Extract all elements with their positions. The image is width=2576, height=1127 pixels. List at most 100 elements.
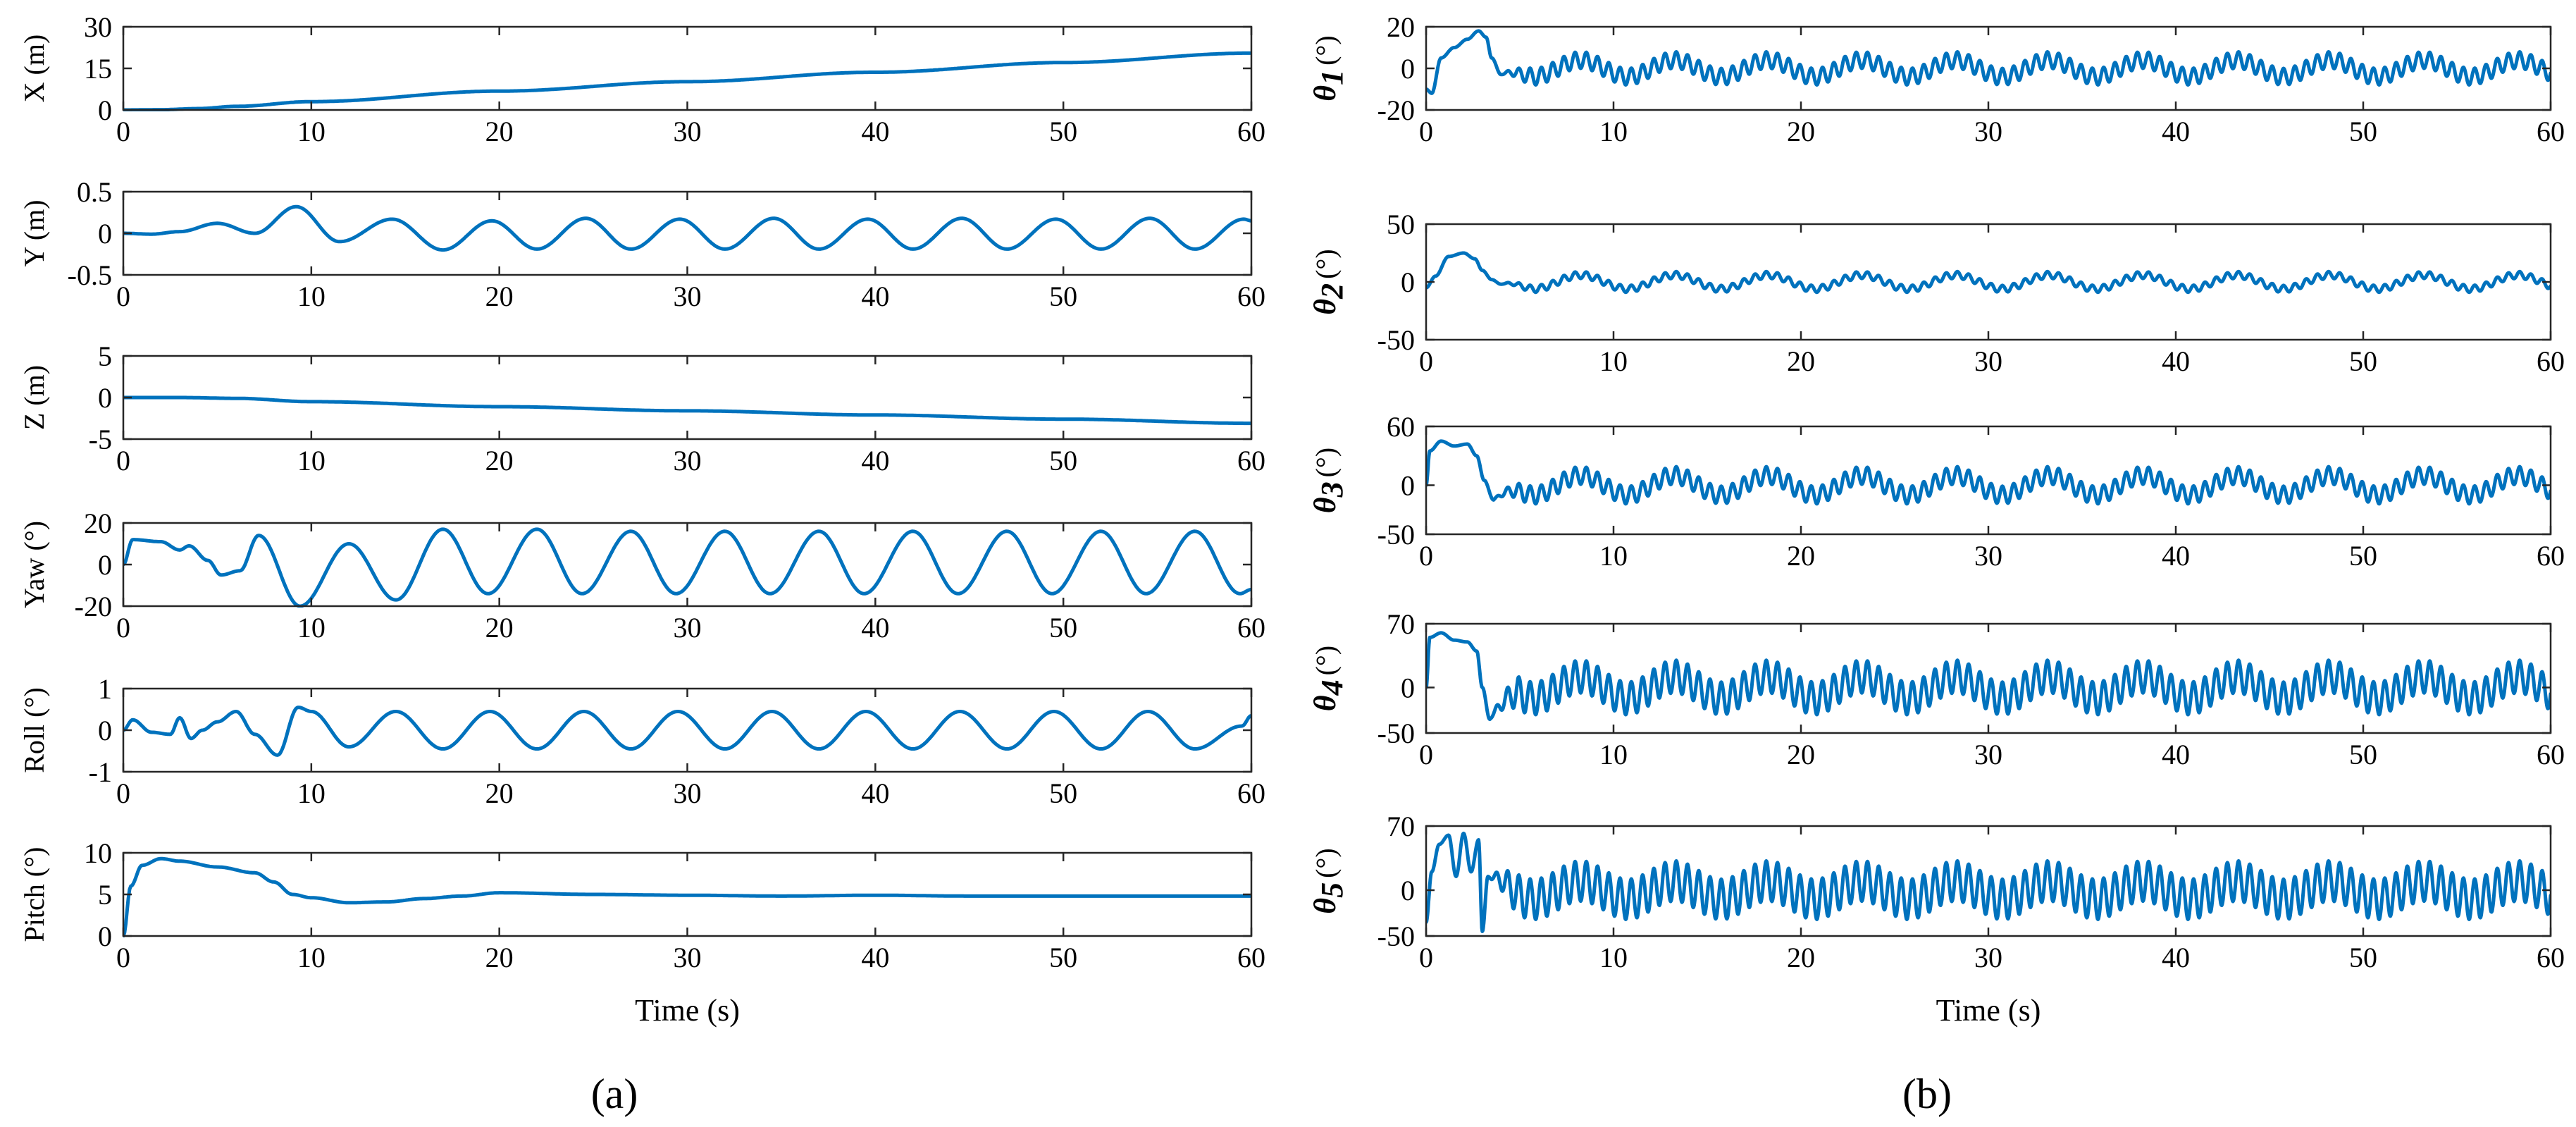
x-tick-label: 60 <box>2537 116 2565 147</box>
series-line <box>123 706 1251 757</box>
x-tick-label: 0 <box>116 777 130 809</box>
series-line <box>1426 631 2551 722</box>
x-tick-label: 20 <box>485 612 514 643</box>
y-tick-label: 70 <box>1387 608 1415 640</box>
x-tick-label: 0 <box>1419 345 1433 377</box>
y-tick-label: -20 <box>75 591 112 622</box>
y-axis-label: Roll (°) <box>18 687 50 773</box>
x-tick-label: 30 <box>1974 345 2002 377</box>
y-tick-label: -5 <box>89 424 112 455</box>
x-tick-label: 20 <box>485 942 514 973</box>
x-tick-label: 20 <box>1787 540 1815 572</box>
x-tick-label: 50 <box>2349 942 2377 973</box>
y-tick-label: 50 <box>1387 209 1415 240</box>
x-tick-label: 10 <box>1599 345 1628 377</box>
x-tick-label: 40 <box>2162 739 2190 770</box>
x-tick-label: 10 <box>297 612 326 643</box>
panel-b-label: (b) <box>1902 1071 1952 1117</box>
y-tick-label: 15 <box>84 53 112 85</box>
x-tick-label: 50 <box>1049 777 1077 809</box>
x-tick-label: 60 <box>2537 942 2565 973</box>
y-tick-label: 30 <box>84 11 112 43</box>
y-tick-label: -50 <box>1377 519 1415 550</box>
y-tick-label: 0 <box>1401 672 1415 703</box>
y-tick-label: 0 <box>1401 875 1415 906</box>
y-axis-label: θ5(°) <box>1308 848 1349 913</box>
x-tick-label: 40 <box>2162 345 2190 377</box>
y-axis-label: Y (m) <box>18 199 50 266</box>
x-tick-label: 50 <box>1049 281 1077 312</box>
x-tick-label: 50 <box>1049 942 1077 973</box>
x-tick-label: 10 <box>297 281 326 312</box>
x-tick-label: 60 <box>2537 739 2565 770</box>
x-tick-label: 60 <box>2537 345 2565 377</box>
y-tick-label: 5 <box>98 879 112 911</box>
y-tick-label: 20 <box>1387 11 1415 43</box>
x-tick-label: 50 <box>2349 739 2377 770</box>
x-tick-label: 40 <box>861 942 889 973</box>
x-tick-label: 30 <box>1974 739 2002 770</box>
plot-frame <box>122 522 1253 608</box>
x-tick-label: 10 <box>297 445 326 476</box>
y-tick-label: 0 <box>98 549 112 581</box>
x-tick-label: 30 <box>674 445 702 476</box>
series-line <box>1426 439 2551 506</box>
y-tick-label: -1 <box>89 756 112 788</box>
x-tick-label: 20 <box>485 777 514 809</box>
x-tick-label: 60 <box>1237 612 1265 643</box>
x-tick-label: 0 <box>116 612 130 643</box>
y-tick-label: 0 <box>1401 53 1415 85</box>
x-tick-label: 0 <box>116 281 130 312</box>
x-tick-label: 60 <box>1237 445 1265 476</box>
series-line <box>123 51 1251 111</box>
plot-frame <box>122 687 1253 773</box>
x-tick-label: 40 <box>861 445 889 476</box>
x-tick-label: 0 <box>1419 540 1433 572</box>
y-tick-label: 10 <box>84 837 112 869</box>
x-tick-label: 0 <box>1419 116 1433 147</box>
y-tick-label: 1 <box>98 673 112 705</box>
y-tick-label: 0 <box>98 715 112 746</box>
y-tick-label: -50 <box>1377 324 1415 356</box>
x-axis-label: Time (s) <box>1936 993 2041 1028</box>
x-tick-label: 50 <box>2349 116 2377 147</box>
y-tick-label: 0 <box>98 218 112 250</box>
plot-frame <box>122 25 1253 111</box>
x-tick-label: 20 <box>1787 116 1815 147</box>
x-tick-label: 40 <box>2162 116 2190 147</box>
x-tick-label: 60 <box>2537 540 2565 572</box>
plot-frame <box>1425 223 2552 341</box>
x-tick-label: 50 <box>1049 116 1077 147</box>
panel-a-label: (a) <box>591 1071 638 1117</box>
x-tick-label: 0 <box>1419 739 1433 770</box>
series-line <box>1426 29 2551 95</box>
y-tick-label: 20 <box>84 507 112 539</box>
y-axis-label: θ3(°) <box>1308 448 1349 513</box>
series-line <box>123 395 1251 426</box>
x-tick-label: 30 <box>1974 942 2002 973</box>
x-tick-label: 40 <box>2162 942 2190 973</box>
x-tick-label: 0 <box>116 942 130 973</box>
y-tick-label: -50 <box>1377 718 1415 749</box>
x-tick-label: 20 <box>1787 942 1815 973</box>
y-tick-label: 0 <box>1401 469 1415 501</box>
x-tick-label: 40 <box>861 116 889 147</box>
x-tick-label: 10 <box>297 942 326 973</box>
x-tick-label: 10 <box>1599 116 1628 147</box>
x-tick-label: 40 <box>861 777 889 809</box>
x-tick-label: 0 <box>1419 942 1433 973</box>
y-tick-label: 70 <box>1387 811 1415 842</box>
subplot-a-1: 0 10 20 30 40 50 60-0.500.5Y (m) <box>18 176 1265 312</box>
x-tick-label: 40 <box>861 612 889 643</box>
x-tick-label: 10 <box>1599 540 1628 572</box>
y-tick-label: 0 <box>98 382 112 414</box>
plot-frame <box>122 190 1253 276</box>
x-tick-label: 20 <box>485 445 514 476</box>
